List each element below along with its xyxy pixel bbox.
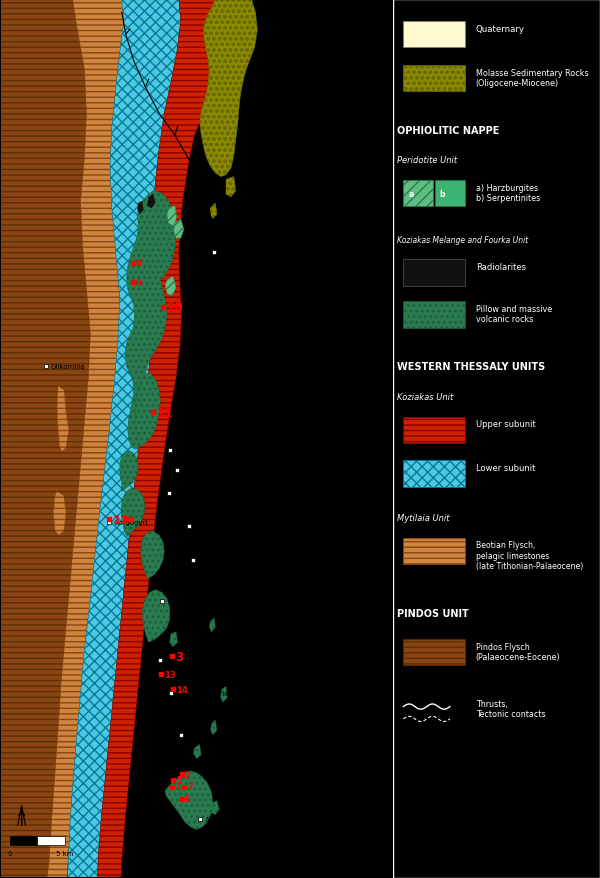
Text: Pili: Pili: [185, 732, 196, 738]
Text: Pialia: Pialia: [167, 599, 185, 604]
Polygon shape: [148, 195, 155, 209]
Polygon shape: [140, 531, 164, 579]
Polygon shape: [167, 206, 177, 227]
Text: 2: 2: [185, 770, 191, 779]
Polygon shape: [210, 204, 217, 220]
Text: Mouzaki: Mouzaki: [205, 817, 234, 822]
Text: 10: 10: [166, 301, 183, 313]
Polygon shape: [165, 277, 176, 297]
Polygon shape: [120, 451, 139, 492]
Polygon shape: [193, 745, 201, 759]
Text: Lower subunit: Lower subunit: [476, 464, 535, 472]
Text: 14: 14: [176, 685, 188, 694]
Text: a: a: [409, 190, 414, 198]
Text: Dilofo: Dilofo: [193, 524, 214, 529]
Text: 4: 4: [129, 515, 135, 524]
Polygon shape: [200, 0, 257, 177]
Bar: [436, 181, 466, 207]
Bar: [403, 538, 466, 565]
Bar: [403, 260, 466, 286]
Bar: [403, 461, 466, 487]
Text: WESTERN THESSALY UNITS: WESTERN THESSALY UNITS: [397, 362, 545, 371]
Polygon shape: [211, 801, 219, 815]
Polygon shape: [125, 191, 176, 450]
Bar: [403, 302, 466, 328]
Text: 5: 5: [176, 775, 182, 784]
Text: Thrusts,
Tectonic contacts: Thrusts, Tectonic contacts: [476, 699, 545, 718]
Text: Mytilaia Unit: Mytilaia Unit: [397, 514, 449, 522]
Bar: [403, 181, 433, 207]
Polygon shape: [142, 590, 170, 643]
Text: Peridotite Unit: Peridotite Unit: [397, 156, 457, 165]
Polygon shape: [165, 771, 213, 830]
Text: Prinos: Prinos: [182, 468, 203, 473]
Text: Gorgogyri: Gorgogyri: [114, 520, 148, 525]
Text: Aghios Vissarionas: Aghios Vissarionas: [176, 691, 241, 696]
Bar: [403, 417, 466, 443]
Polygon shape: [135, 373, 160, 448]
Polygon shape: [220, 687, 227, 702]
Text: 13: 13: [164, 670, 176, 679]
Text: Koziakas Unit: Koziakas Unit: [397, 392, 454, 401]
Text: Quaternary: Quaternary: [476, 25, 525, 33]
Polygon shape: [174, 220, 184, 239]
Text: 7: 7: [187, 782, 193, 791]
Polygon shape: [47, 0, 124, 878]
Text: Molasse Sedimentary Rocks
(Oligocene-Miocene): Molasse Sedimentary Rocks (Oligocene-Mio…: [476, 68, 589, 88]
Text: OPHIOLITIC NAPPE: OPHIOLITIC NAPPE: [397, 126, 500, 135]
Polygon shape: [137, 202, 143, 215]
Text: Filira: Filira: [165, 658, 182, 663]
Bar: [403, 22, 466, 48]
Polygon shape: [209, 618, 215, 632]
Text: Upper subunit: Upper subunit: [476, 420, 536, 428]
Text: Exalofos: Exalofos: [197, 558, 227, 563]
Polygon shape: [57, 386, 69, 452]
Text: 1: 1: [175, 782, 181, 791]
Bar: [10, 836, 37, 845]
Text: 8: 8: [136, 259, 142, 268]
Text: 9: 9: [136, 278, 142, 287]
Text: Vitoumas: Vitoumas: [219, 250, 251, 255]
Text: Radiolarites: Radiolarites: [476, 263, 526, 271]
Bar: [403, 66, 466, 92]
Text: 5 km: 5 km: [56, 850, 74, 856]
Polygon shape: [211, 720, 217, 735]
Text: 3: 3: [175, 651, 184, 663]
Text: Pindos Flysch
(Palaeocene-Eocene): Pindos Flysch (Palaeocene-Eocene): [476, 642, 560, 661]
Bar: [403, 639, 466, 666]
Text: 11: 11: [157, 407, 173, 419]
Text: PINDOS UNIT: PINDOS UNIT: [397, 608, 469, 618]
Polygon shape: [226, 177, 236, 198]
Polygon shape: [170, 632, 178, 647]
Text: Prodromos: Prodromos: [174, 491, 211, 496]
Text: Glikomilia: Glikomilia: [51, 363, 86, 369]
Text: Genesi: Genesi: [175, 448, 199, 453]
Bar: [37, 836, 65, 845]
Polygon shape: [0, 0, 91, 878]
Polygon shape: [68, 0, 181, 878]
Polygon shape: [121, 488, 145, 537]
Text: Beotian Flysch,
pelagic limestones
(late Tithonian-Palaeocene): Beotian Flysch, pelagic limestones (late…: [476, 541, 583, 571]
Text: 12: 12: [112, 514, 129, 526]
Text: a) Harzburgites
b) Serpentinites: a) Harzburgites b) Serpentinites: [476, 184, 540, 203]
Text: Koziakas Melange and Fourka Unit: Koziakas Melange and Fourka Unit: [397, 235, 529, 244]
Polygon shape: [53, 492, 66, 536]
Text: Pillow and massive
volcanic rocks: Pillow and massive volcanic rocks: [476, 305, 552, 324]
Text: b: b: [440, 190, 445, 198]
Text: 6: 6: [185, 795, 191, 803]
Polygon shape: [97, 0, 233, 878]
Text: 0: 0: [8, 850, 12, 856]
